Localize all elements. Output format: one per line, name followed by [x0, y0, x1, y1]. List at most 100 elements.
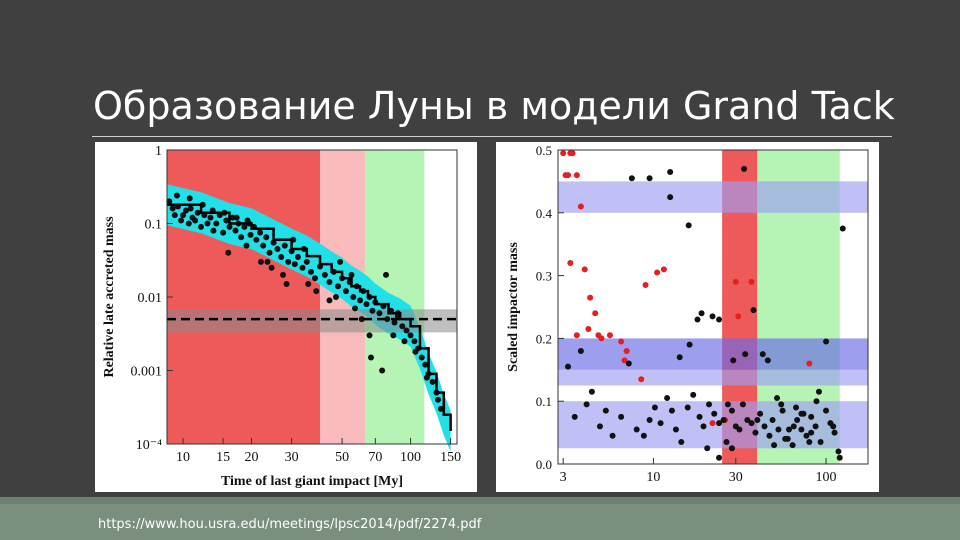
- black-data-point: [667, 194, 674, 201]
- y-tick-label: 0.5: [536, 143, 552, 158]
- data-point: [285, 258, 292, 265]
- x-tick-label: 30: [729, 470, 743, 485]
- black-data-point: [704, 445, 711, 452]
- source-url[interactable]: https://www.hou.usra.edu/meetings/lpsc20…: [98, 517, 482, 532]
- data-point: [384, 316, 391, 323]
- data-point: [321, 271, 328, 278]
- red-data-point: [654, 269, 661, 276]
- red-data-point: [560, 150, 567, 157]
- y-axis-label: Relative late accreted mass: [102, 216, 117, 378]
- black-data-point: [602, 407, 609, 414]
- y-tick-label: 1: [155, 144, 162, 159]
- footer-bar: [0, 497, 960, 540]
- impactor-mass-plot: 0.0 0.1 0.2 0.3 0.4 0.5 3 10 30 100 Scaled impacto…: [506, 143, 869, 485]
- data-point: [187, 205, 194, 212]
- black-data-point: [771, 442, 778, 449]
- red-data-point: [565, 172, 572, 179]
- black-data-point: [728, 407, 735, 414]
- data-point: [173, 192, 180, 199]
- black-data-point: [761, 423, 768, 430]
- data-point: [260, 242, 267, 249]
- data-point: [369, 307, 376, 314]
- black-data-point: [696, 413, 703, 420]
- x-tick-label: 20: [245, 450, 259, 465]
- x-tick-label: 30: [285, 450, 299, 465]
- black-data-point: [789, 442, 796, 449]
- black-data-point: [798, 426, 805, 433]
- red-data-point: [577, 203, 584, 210]
- black-data-point: [646, 417, 653, 424]
- data-point: [194, 209, 201, 216]
- black-data-point: [698, 310, 705, 317]
- data-point: [326, 297, 333, 304]
- data-point: [226, 223, 233, 230]
- red-data-point: [606, 332, 613, 339]
- y-tick-label: 0.3: [536, 269, 552, 284]
- red-data-point: [573, 332, 580, 339]
- black-data-point: [640, 432, 647, 439]
- data-point: [412, 348, 419, 355]
- data-point: [337, 258, 344, 265]
- x-tick-label: 10: [646, 470, 660, 485]
- black-data-point: [577, 347, 584, 354]
- black-data-point: [667, 168, 674, 175]
- black-data-point: [646, 175, 653, 182]
- mass-band-2: [558, 369, 868, 386]
- data-point: [348, 271, 355, 278]
- x-tick-label: 3: [560, 470, 567, 485]
- black-data-point: [716, 454, 723, 461]
- black-data-point: [752, 429, 759, 436]
- black-data-point: [625, 360, 632, 367]
- black-data-point: [668, 407, 675, 414]
- data-point: [257, 229, 264, 236]
- data-point: [391, 319, 398, 326]
- data-point: [198, 223, 205, 230]
- data-point: [291, 261, 298, 268]
- y-tick-label: 10⁻⁴: [136, 438, 162, 453]
- mass-band-1: [558, 338, 868, 370]
- data-point: [247, 231, 254, 238]
- black-data-point: [803, 432, 810, 439]
- x-tick-label: 15: [216, 450, 230, 465]
- data-point: [185, 220, 192, 227]
- data-point: [253, 236, 260, 243]
- data-point: [207, 214, 214, 221]
- y-tick-label: 0.4: [536, 206, 553, 221]
- black-data-point: [823, 407, 830, 414]
- data-point: [171, 212, 178, 219]
- fit-line: [167, 203, 452, 432]
- black-data-point: [839, 225, 846, 232]
- red-data-point: [709, 420, 716, 427]
- black-data-point: [664, 395, 671, 402]
- data-point: [437, 405, 444, 412]
- data-point: [270, 239, 277, 246]
- black-data-point: [672, 426, 679, 433]
- red-data-point: [581, 266, 588, 273]
- black-data-point: [785, 426, 792, 433]
- red-data-point: [660, 266, 667, 273]
- data-point: [332, 294, 339, 300]
- impactor-mass-chart: 0.0 0.1 0.2 0.3 0.4 0.5 3 10 30 100 Scaled impacto…: [496, 142, 879, 492]
- black-data-point: [684, 404, 691, 411]
- red-data-point: [567, 150, 574, 157]
- black-data-point: [782, 435, 789, 442]
- data-point: [358, 316, 365, 323]
- red-data-point: [585, 325, 592, 332]
- black-data-point: [728, 445, 735, 452]
- data-point: [180, 212, 187, 219]
- x-tick-label: 150: [440, 450, 461, 465]
- footer-accent-strip: [0, 497, 960, 504]
- red-data-point: [621, 357, 628, 364]
- black-data-point: [778, 401, 785, 408]
- black-data-point: [741, 165, 748, 172]
- data-point: [299, 264, 306, 271]
- black-data-point: [808, 413, 815, 420]
- data-point: [192, 217, 199, 224]
- data-point: [243, 242, 250, 249]
- data-point: [313, 288, 320, 295]
- y-tick-label: 0.001: [131, 365, 163, 380]
- black-data-point: [596, 423, 603, 430]
- black-data-point: [779, 407, 786, 414]
- black-data-point: [609, 432, 616, 439]
- data-point: [390, 332, 397, 339]
